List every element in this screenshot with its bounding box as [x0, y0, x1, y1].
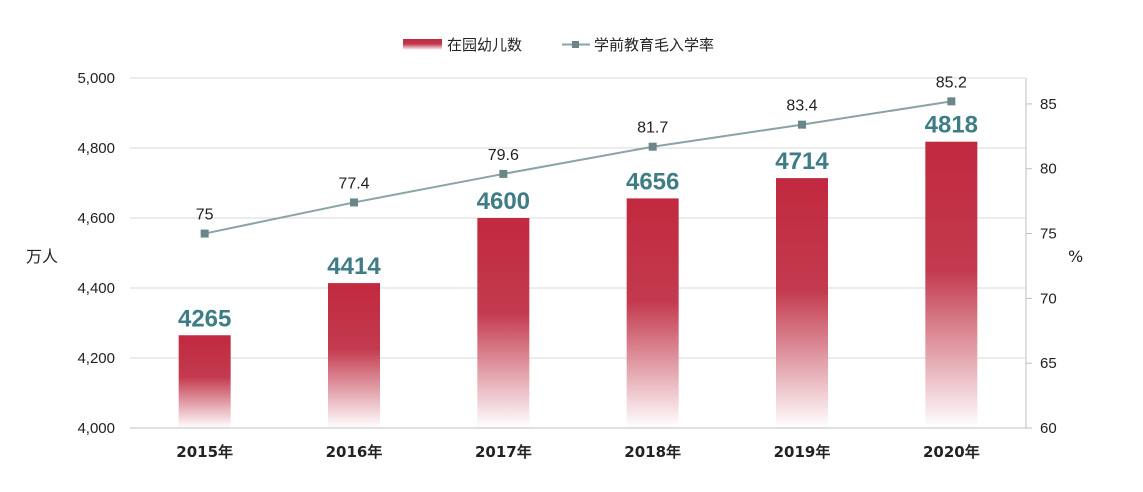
- legend-swatch-marker: [572, 41, 579, 48]
- bar: [776, 178, 828, 428]
- right-axis-title: %: [1068, 247, 1083, 266]
- left-tick-label: 4,800: [77, 140, 115, 157]
- rate-point: [499, 169, 508, 178]
- x-category-label: 2020年: [923, 443, 980, 461]
- rate-value-label: 81.7: [637, 120, 668, 137]
- rate-point: [947, 97, 956, 106]
- right-tick-label: 70: [1040, 290, 1057, 307]
- rate-point: [648, 142, 657, 151]
- bar-value-label: 4656: [626, 168, 679, 195]
- bar-value-label: 4265: [178, 305, 231, 332]
- axes: 4,000 4,200 4,400 4,600 4,800 5,000 60 65 70 75 80…: [77, 70, 1056, 461]
- legend-swatch-bar: [403, 39, 442, 50]
- bar-value-label: 4818: [925, 112, 978, 139]
- x-category-label: 2015年: [176, 443, 233, 461]
- rate-line: 75 77.4 79.6 81.7 83.4 85.2: [196, 74, 967, 238]
- legend-label-bar: 在园幼儿数: [447, 36, 522, 54]
- rate-value-label: 75: [196, 207, 214, 224]
- x-category-label: 2016年: [326, 443, 383, 461]
- bar-value-label: 4600: [477, 188, 530, 215]
- right-tick-label: 85: [1040, 96, 1057, 113]
- rate-point: [350, 198, 358, 207]
- left-tick-label: 4,400: [77, 280, 115, 297]
- left-tick-label: 4,000: [77, 420, 115, 437]
- bars: 4265 4414 4600 4656 4714 4818: [178, 112, 978, 428]
- bar: [178, 335, 231, 428]
- right-tick-label: 80: [1040, 161, 1057, 178]
- legend: 在园幼儿数 学前教育毛入学率: [403, 36, 714, 54]
- bar-value-label: 4714: [775, 148, 829, 175]
- bar: [477, 218, 530, 428]
- bar: [925, 141, 978, 428]
- rate-line-path: [204, 100, 952, 235]
- right-tick-label: 60: [1040, 420, 1057, 437]
- right-tick-label: 75: [1040, 226, 1057, 243]
- rate-point: [798, 120, 806, 129]
- bar: [328, 283, 380, 428]
- right-tick-label: 65: [1040, 355, 1057, 372]
- rate-point: [200, 229, 209, 238]
- x-category-label: 2019年: [774, 443, 831, 461]
- x-category-label: 2017年: [475, 443, 532, 461]
- gridlines: [130, 77, 1026, 359]
- x-category-label: 2018年: [624, 443, 681, 461]
- rate-value-label: 83.4: [786, 98, 817, 115]
- left-tick-label: 4,200: [77, 350, 115, 367]
- left-tick-label: 5,000: [77, 70, 115, 87]
- rate-value-label: 79.6: [488, 147, 519, 164]
- rate-value-label: 77.4: [338, 175, 369, 192]
- left-tick-label: 4,600: [77, 210, 115, 227]
- bar: [626, 198, 679, 428]
- legend-label-line: 学前教育毛入学率: [594, 36, 714, 54]
- left-axis-title: 万人: [26, 247, 58, 266]
- rate-value-label: 85.2: [936, 74, 967, 91]
- bar-value-label: 4414: [327, 253, 381, 280]
